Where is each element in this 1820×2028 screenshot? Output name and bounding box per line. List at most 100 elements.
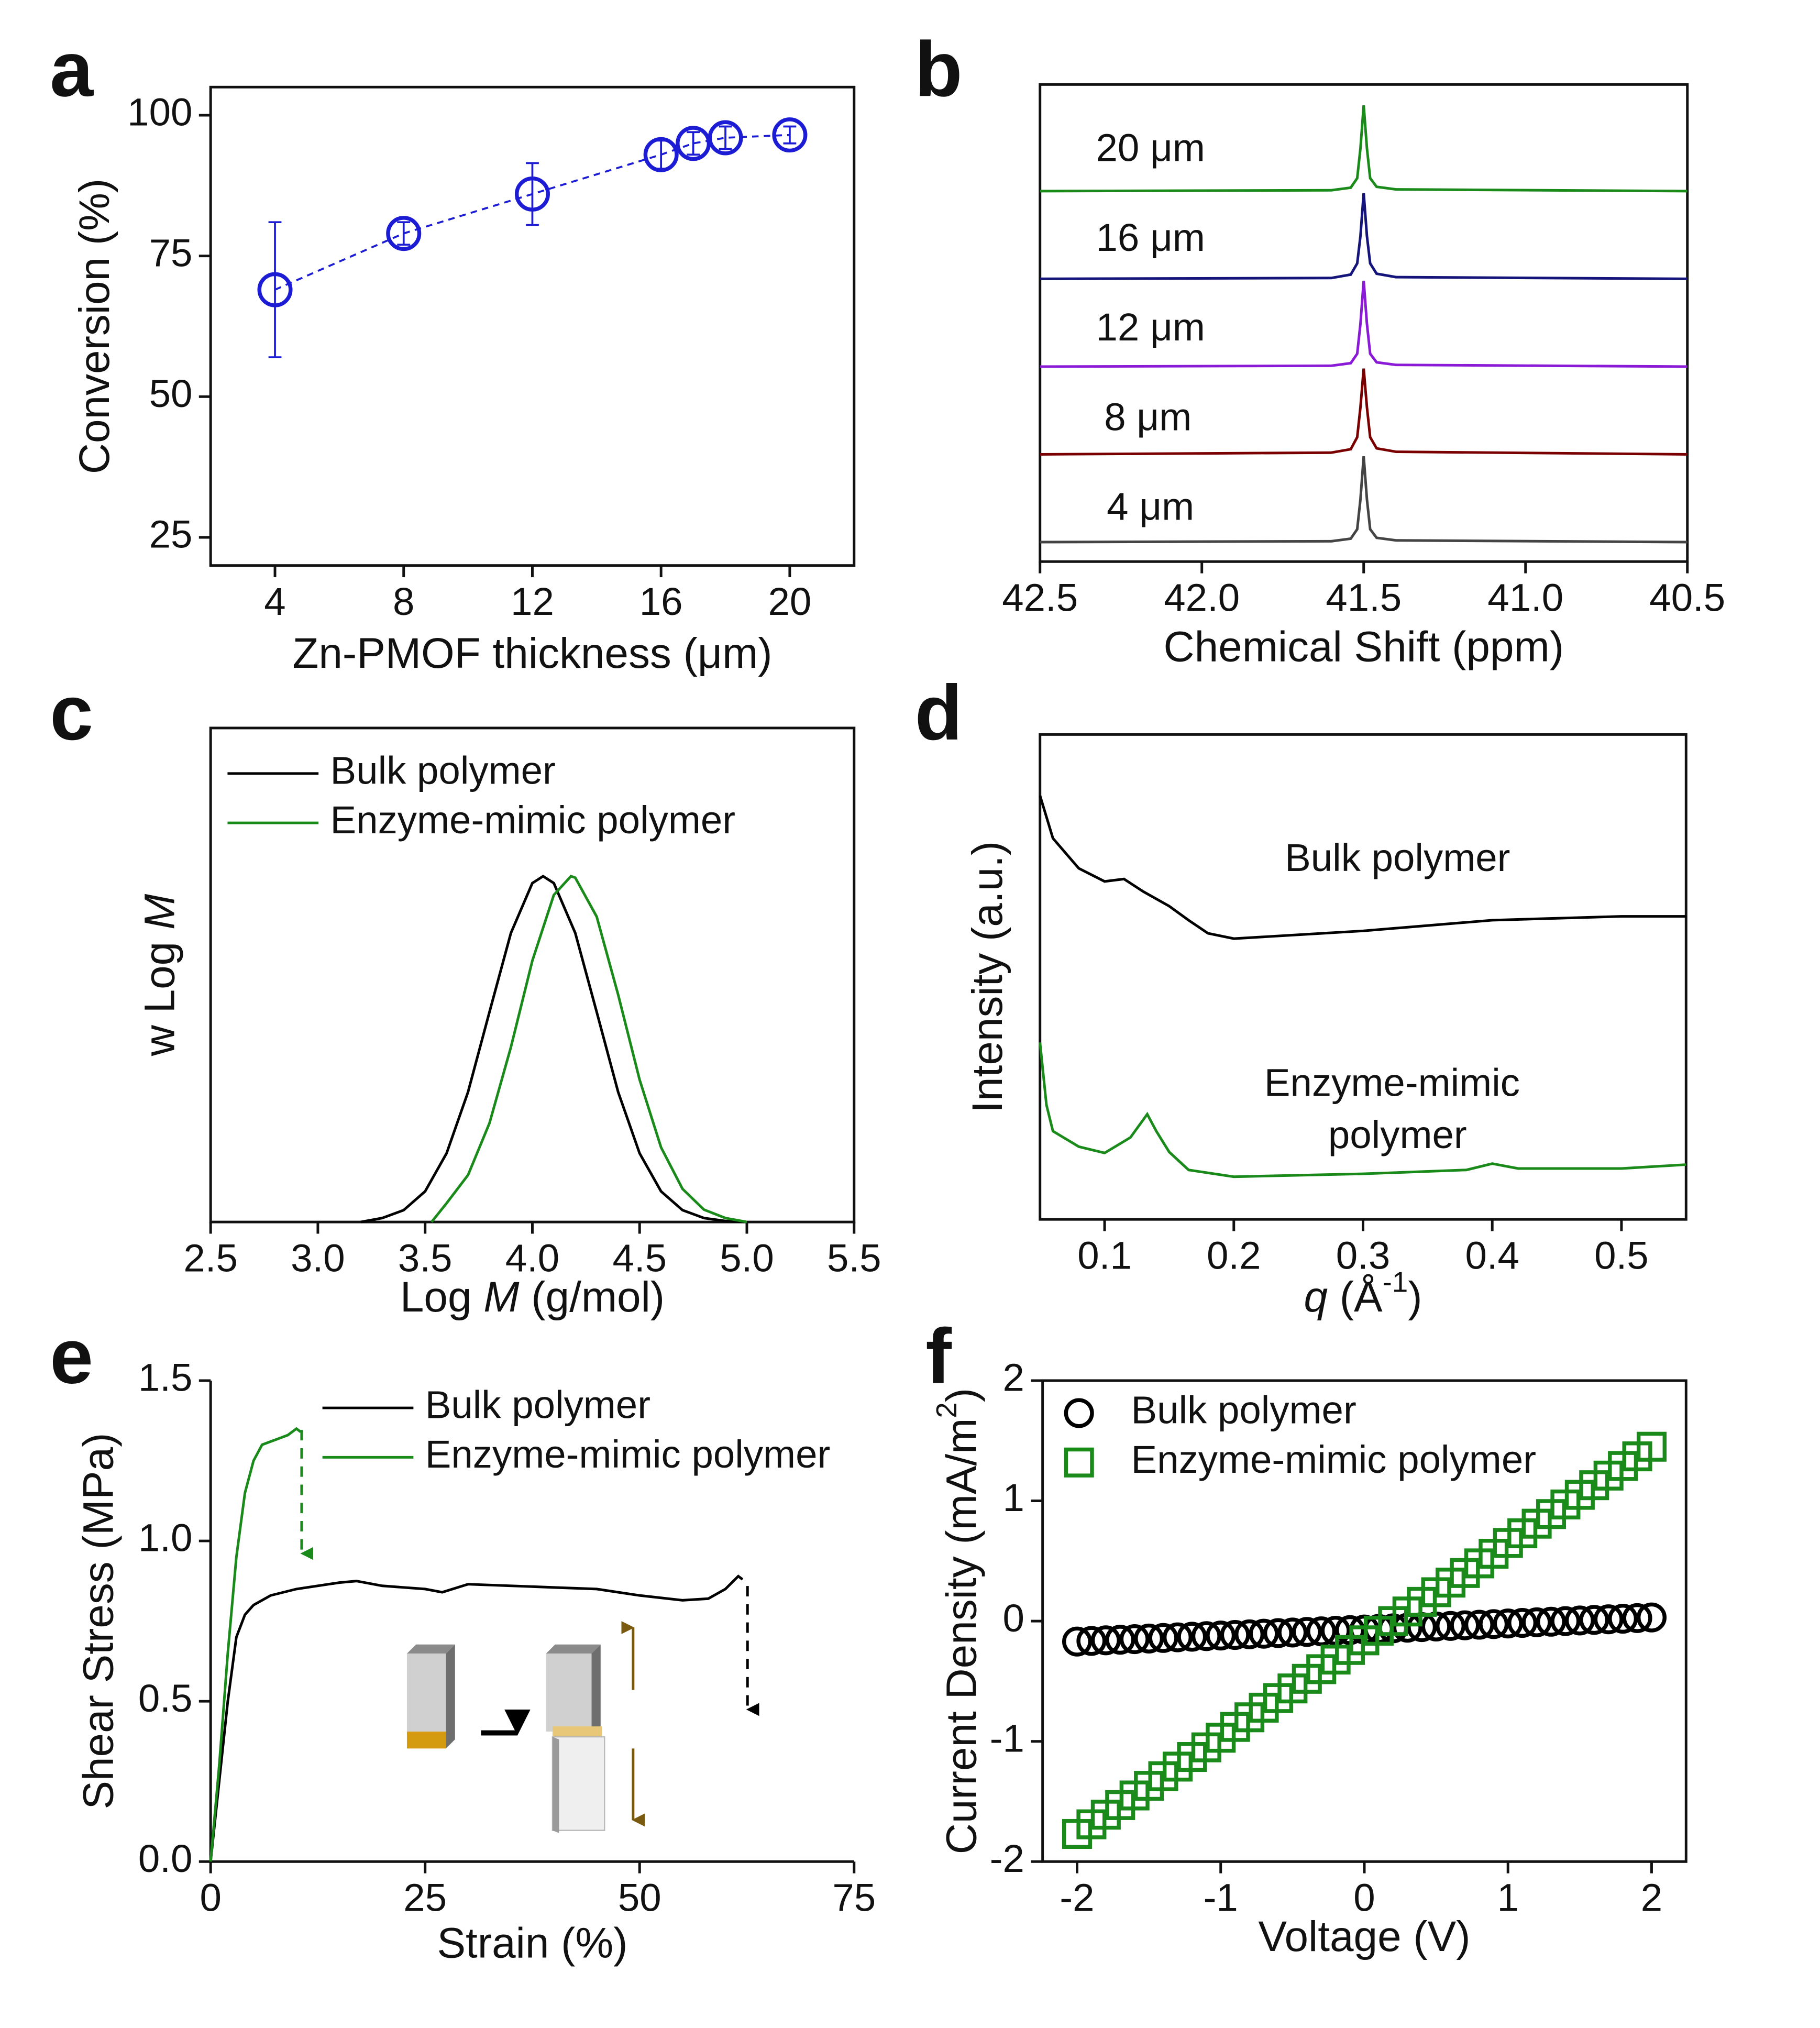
marker	[386, 216, 422, 251]
marker	[1593, 1604, 1624, 1635]
x-tick-label: 0	[1353, 1876, 1375, 1919]
x-tick-label: 40.5	[1649, 576, 1725, 619]
axis-label-part: )	[937, 1388, 985, 1402]
error-bar	[719, 125, 732, 150]
x-tick-label: 0.2	[1207, 1233, 1261, 1277]
legend-label: Enzyme-mimic polymer	[1131, 1438, 1536, 1481]
y-tick-label: 2	[1002, 1356, 1024, 1399]
marker	[1177, 1622, 1207, 1652]
series-label: 4 μm	[1107, 485, 1194, 528]
spectrum	[1040, 368, 1687, 456]
plot-frame	[1039, 83, 1689, 563]
x-tick-label: 2	[1641, 1876, 1662, 1919]
panel-label: d	[915, 669, 963, 756]
marker	[514, 176, 550, 212]
marker	[1249, 1618, 1279, 1649]
error-bar	[268, 221, 282, 358]
legend-marker	[1064, 1398, 1094, 1428]
x-tick-label: 4.0	[505, 1236, 560, 1280]
x-tick-label: 50	[618, 1876, 661, 1919]
y-tick-label: 1.5	[138, 1356, 193, 1399]
x-tick-label: 0.3	[1336, 1233, 1391, 1277]
marker	[1608, 1603, 1638, 1634]
legend-label: Bulk polymer	[425, 1383, 650, 1427]
x-tick-label: 4.5	[612, 1236, 667, 1280]
marker	[1234, 1619, 1265, 1649]
spectrum	[1040, 105, 1687, 193]
axis-label: Chemical Shift (ppm)	[1163, 623, 1564, 671]
axis-label: Intensity (a.u.)	[964, 841, 1011, 1113]
legend-marker	[1064, 1447, 1094, 1478]
x-tick-label: 25	[403, 1876, 447, 1919]
panel-label: b	[915, 25, 963, 113]
y-tick-label: 0.0	[138, 1837, 193, 1880]
y-tick-label: 50	[149, 372, 193, 415]
error-bar	[654, 139, 668, 170]
marker	[1134, 1623, 1164, 1654]
series-label-line: polymer	[1328, 1112, 1467, 1156]
y-tick-label: 1.0	[138, 1516, 193, 1560]
line	[1039, 795, 1686, 940]
x-tick-label: 5.5	[827, 1236, 881, 1280]
legend-label: Enzyme-mimic polymer	[425, 1432, 831, 1476]
x-tick-label: 2.5	[183, 1236, 238, 1280]
spectrum	[1040, 193, 1687, 280]
y-tick-label: 100	[127, 91, 192, 134]
axis-label: Voltage (V)	[1258, 1913, 1470, 1960]
y-tick-label: 1	[1002, 1476, 1024, 1519]
axis-label: q (Å-1)	[1304, 1266, 1422, 1321]
marker	[1076, 1626, 1107, 1656]
line	[209, 1574, 744, 1862]
marker	[1062, 1626, 1093, 1657]
x-tick-label: 41.0	[1487, 576, 1563, 619]
marker	[772, 117, 808, 153]
legend-label: Bulk polymer	[1131, 1388, 1356, 1432]
x-tick-label: 0.1	[1077, 1233, 1132, 1277]
marker	[1464, 1610, 1494, 1640]
y-tick-label: 75	[149, 231, 193, 274]
line	[209, 1427, 302, 1862]
marker	[257, 272, 293, 307]
panel-label: a	[50, 25, 94, 113]
axis-label: Conversion (%)	[71, 179, 118, 474]
marker	[1435, 1611, 1466, 1641]
x-tick-label: 3.0	[291, 1236, 345, 1280]
marker	[708, 120, 743, 156]
axis-label-part: M	[483, 1273, 520, 1321]
panel-label: c	[50, 669, 93, 756]
lap-shear-inset	[406, 1621, 645, 1833]
axis-label-part: q	[1304, 1273, 1328, 1321]
x-tick-label: 42.0	[1164, 576, 1240, 619]
x-tick-label: 41.5	[1326, 576, 1402, 619]
marker	[1636, 1602, 1667, 1633]
axis-label: Log M (g/mol)	[400, 1273, 665, 1321]
marker	[1493, 1608, 1523, 1639]
legend-label: Enzyme-mimic polymer	[330, 798, 736, 842]
series-label: Enzyme-mimic polymer	[1264, 1061, 1531, 1156]
x-tick-label: 8	[393, 580, 414, 623]
x-tick-label: 0.4	[1465, 1233, 1519, 1277]
error-bar	[397, 221, 411, 246]
axis-label-part: (g/mol)	[531, 1273, 665, 1321]
legend-label: Bulk polymer	[330, 748, 556, 792]
marker	[1550, 1606, 1581, 1636]
line	[360, 874, 747, 1224]
spectrum	[1040, 456, 1687, 544]
series-label: Bulk polymer	[1285, 836, 1510, 879]
axis-label-part: Current Density (mA/m	[937, 1418, 985, 1855]
marker	[1105, 1625, 1135, 1655]
axis-label-part: Log	[400, 1273, 472, 1321]
marker	[1162, 1622, 1193, 1652]
marker	[1479, 1609, 1509, 1639]
x-tick-label: 5.0	[720, 1236, 774, 1280]
axis-label-part: M	[136, 894, 183, 930]
marker	[1450, 1610, 1480, 1640]
failure-arrows	[300, 1430, 759, 1716]
panel-label: e	[50, 1313, 93, 1400]
panel-label: f	[925, 1313, 952, 1400]
marker	[1220, 1619, 1250, 1650]
marker	[1536, 1606, 1567, 1637]
axis-label-part: 2	[931, 1402, 963, 1418]
